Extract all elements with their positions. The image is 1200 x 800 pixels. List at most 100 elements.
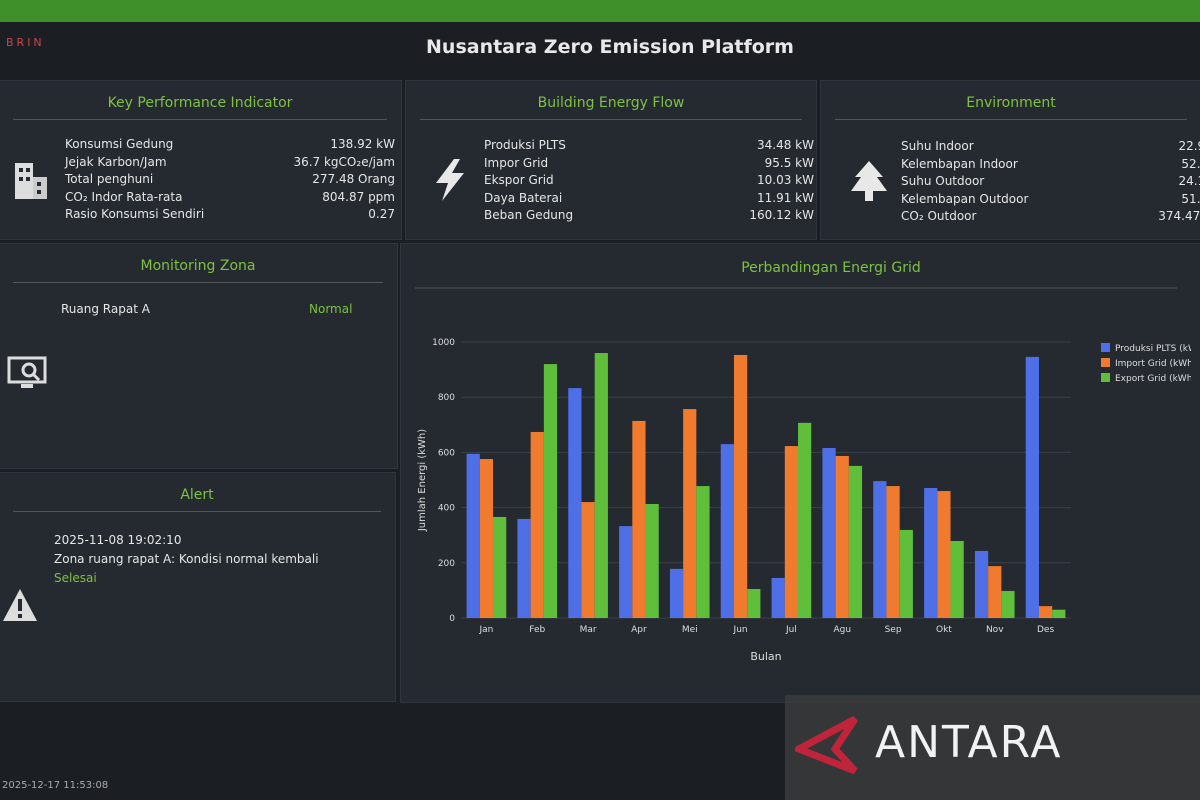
x-tick-label: Apr [631,625,647,635]
info-row: Total penghuni 277.48 Orang [65,172,395,190]
panel-title: Building Energy Flow [420,95,802,120]
alert-status: Selesai [54,571,97,585]
bar [848,465,863,618]
energy-flow-rows: Produksi PLTS 34.48 kW Impor Grid 95.5 kW Ek… [484,138,814,226]
legend-swatch [1101,343,1110,352]
bar [619,526,633,618]
row-label: Suhu Indoor [901,139,974,153]
zone-status: Normal [309,302,353,316]
environment-panel: Environment Suhu Indoor 22.96 °C Kelembapa… [820,80,1200,240]
logo: BRIN [6,36,45,49]
row-label: Konsumsi Gedung [65,137,174,151]
x-axis-label: Bulan [750,650,781,663]
watermark-text: ANTARA [875,717,1063,768]
y-tick-label: 400 [438,504,455,514]
top-strip [0,0,1200,22]
monitor-icon [7,356,47,388]
row-value: 95.5 kW [764,155,814,170]
x-tick-label: Des [1037,625,1054,635]
x-tick-label: Agu [833,625,851,635]
x-tick-label: Mei [682,625,698,635]
row-label: Ekspor Grid [484,173,554,187]
row-value: 160.12 kW [749,208,814,222]
info-row: Suhu Indoor 22.96 °C [901,139,1200,157]
bar [568,388,582,618]
row-label: Kelembapan Indoor [901,156,1018,171]
legend-swatch [1101,373,1110,382]
bar [988,566,1002,618]
monitoring-panel: Monitoring Zona Ruang Rapat A Normal [0,243,398,469]
bar [1001,590,1015,618]
bar [950,540,964,618]
bar [1025,356,1039,618]
chart: Perbandingan Energi Grid 0 200 400 600 800 10… [415,260,1200,663]
chart-panel: Perbandingan Energi Grid 0 200 400 600 800 10… [400,243,1200,703]
y-tick-label: 600 [438,448,455,458]
bar [899,529,913,618]
row-value: 34.48 kW [757,138,814,152]
info-row: CO₂ Outdoor 374.47 ppm [901,209,1200,227]
legend-label: Export Grid (kWh) [1115,374,1191,384]
bar [886,486,900,618]
row-label: Beban Gedung [484,208,574,222]
y-tick-label: 800 [438,393,455,403]
page-title: Nusantara Zero Emission Platform [426,36,794,58]
bar [493,516,507,618]
info-row: Jejak Karbon/Jam 36.7 kgCO₂e/jam [65,155,395,173]
energy-flow-panel: Building Energy Flow Produksi PLTS 34.48 … [405,80,817,240]
bar [581,502,595,618]
alert-panel: Alert 2025-11-08 19:02:10 Zona ruang rap… [0,472,396,702]
legend-swatch [1101,358,1110,367]
info-row: Impor Grid 95.5 kW [484,156,814,174]
bar [835,455,849,618]
panel-title: Monitoring Zona [13,258,383,283]
tree-icon [851,161,887,201]
info-row: Konsumsi Gedung 138.92 kW [65,137,395,155]
bar [479,459,494,618]
row-value: 804.87 ppm [322,189,395,204]
kpi-rows: Konsumsi Gedung 138.92 kW Jejak Karbon/Jam… [65,137,395,225]
x-tick-label: Nov [986,625,1004,635]
info-row: CO₂ Indor Rata-rata 804.87 ppm [65,190,395,208]
zone-name: Ruang Rapat A [61,302,150,316]
warning-icon [3,589,37,621]
lightning-icon [436,159,464,201]
info-row: Suhu Outdoor 24.16 °C [901,174,1200,192]
bar [696,486,710,618]
alert-time: 2025-11-08 19:02:10 [54,533,182,547]
y-tick-label: 1000 [432,338,455,348]
row-label: Jejak Karbon/Jam [65,154,167,169]
bar [924,488,938,618]
row-value: 24.16 °C [1178,174,1200,188]
row-label: CO₂ Indor Rata-rata [65,189,183,204]
bar [720,444,734,618]
bar [530,431,544,618]
info-row: Produksi PLTS 34.48 kW [484,138,814,156]
y-tick-label: 0 [449,614,455,624]
x-tick-label: Jul [785,625,797,635]
bar [747,589,761,618]
x-tick-label: Okt [936,625,952,635]
row-label: Produksi PLTS [484,138,566,152]
row-label: Impor Grid [484,155,549,170]
bar [784,446,799,618]
row-value: 51.84 % [1181,191,1200,206]
footer-timestamp: 2025-12-17 11:53:08 [2,780,109,791]
row-value: 10.03 kW [757,173,814,187]
row-value: 22.96 °C [1178,139,1200,153]
info-row: Beban Gedung 160.12 kW [484,208,814,226]
bar [1052,609,1066,618]
bar [632,420,646,618]
info-row: Ekspor Grid 10.03 kW [484,173,814,191]
info-row: Daya Baterai 11.91 kW [484,191,814,209]
y-axis-label: Jumlah Energi (kWh) [417,429,428,532]
bar [669,568,684,618]
bar [771,577,785,618]
bar [543,364,558,618]
bar [1038,606,1053,618]
watermark-logo [795,715,858,775]
x-tick-label: Jan [478,625,493,635]
bar [798,422,812,618]
row-label: Suhu Outdoor [901,174,985,188]
